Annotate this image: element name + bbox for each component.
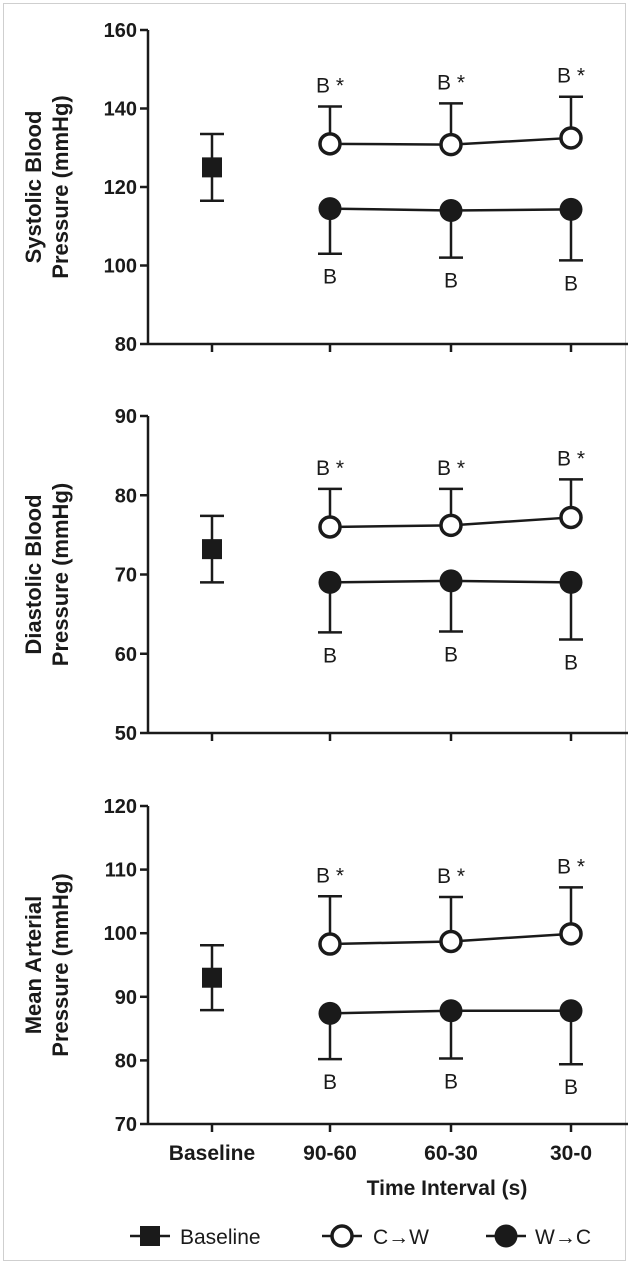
y-tick-label: 120	[104, 177, 137, 199]
y-tick-label: 80	[115, 334, 137, 356]
y-axis-label-line: Pressure (mmHg)	[48, 483, 73, 666]
y-tick-label: 120	[104, 796, 137, 818]
y-tick-label: 80	[115, 485, 137, 507]
baseline-marker	[202, 157, 222, 178]
annotation-w-to-c: B	[564, 1076, 578, 1099]
point-w-to-c	[318, 197, 342, 221]
y-tick-label: 160	[104, 20, 137, 42]
y-axis-label: Diastolic BloodPressure (mmHg)	[21, 483, 73, 666]
annotation-w-to-c: B	[444, 1070, 458, 1093]
annotation-w-to-c: B	[444, 270, 458, 293]
annotation-c-to-w: B *	[437, 457, 465, 480]
legend-item: C→W	[322, 1224, 429, 1249]
annotation-w-to-c: B	[564, 272, 578, 295]
point-c-to-w	[559, 922, 583, 946]
annotation-w-to-c: B	[444, 644, 458, 667]
panel-2: 50 60 70 80 90 Diastolic BloodPressure (mmHg)…	[21, 406, 628, 745]
x-axis-label: Time Interval (s)	[367, 1177, 528, 1200]
annotation-c-to-w: B *	[316, 75, 344, 98]
y-tick-label: 80	[115, 1050, 137, 1072]
y-tick-label: 90	[115, 406, 137, 428]
legend-label: Baseline	[180, 1226, 261, 1249]
y-tick-label: 100	[104, 923, 137, 945]
annotation-w-to-c: B	[323, 1071, 337, 1094]
y-tick-label: 70	[115, 565, 137, 587]
baseline-marker	[202, 967, 222, 988]
x-tick-label: 90-60	[303, 1142, 357, 1165]
annotation-w-to-c: B	[323, 266, 337, 289]
y-tick-label: 70	[115, 1114, 137, 1136]
y-axis-label: Systolic BloodPressure (mmHg)	[21, 95, 73, 278]
annotation-c-to-w: B *	[437, 71, 465, 94]
annotation-c-to-w: B *	[316, 457, 344, 480]
point-w-to-c	[559, 197, 583, 221]
legend-item: Baseline	[130, 1226, 261, 1249]
point-c-to-w	[318, 932, 342, 956]
y-axis-label-line: Mean Arterial	[21, 896, 46, 1035]
figure-border	[3, 3, 626, 1261]
baseline-marker	[202, 539, 222, 560]
annotation-c-to-w: B *	[557, 65, 585, 88]
y-axis-label-line: Systolic Blood	[21, 111, 46, 264]
annotation-w-to-c: B	[564, 651, 578, 674]
point-w-to-c	[318, 1001, 342, 1025]
x-tick-label: 30-0	[550, 1142, 592, 1165]
y-axis-label-line: Diastolic Blood	[21, 494, 46, 654]
x-tick-label: Baseline	[169, 1142, 255, 1165]
annotation-c-to-w: B *	[316, 864, 344, 887]
annotation-w-to-c: B	[323, 644, 337, 667]
point-w-to-c	[559, 999, 583, 1023]
x-tick-label: 60-30	[424, 1142, 478, 1165]
panel-1: 80 100 120 140 160 Systolic BloodPressure (mm…	[21, 20, 628, 356]
y-tick-label: 90	[115, 987, 137, 1009]
panel-3: 70 80 90 100 110 120 Mean ArterialPressure (mm…	[21, 796, 628, 1200]
y-tick-label: 60	[115, 644, 137, 666]
point-c-to-w	[559, 126, 583, 150]
point-w-to-c	[439, 569, 463, 593]
annotation-c-to-w: B *	[557, 447, 585, 470]
y-tick-label: 110	[105, 860, 137, 882]
point-w-to-c	[439, 999, 463, 1023]
point-c-to-w	[559, 505, 583, 530]
point-w-to-c	[559, 570, 583, 594]
legend-marker	[494, 1224, 518, 1248]
y-axis-label-line: Pressure (mmHg)	[48, 95, 73, 278]
legend-item: W→C	[486, 1224, 591, 1249]
y-tick-label: 50	[115, 723, 137, 745]
point-w-to-c	[439, 199, 463, 223]
annotation-c-to-w: B *	[557, 855, 585, 878]
y-axis-label: Mean ArterialPressure (mmHg)	[21, 873, 73, 1056]
legend-label: C→W	[373, 1226, 429, 1249]
legend-marker	[330, 1224, 354, 1248]
y-tick-label: 140	[104, 99, 137, 121]
y-axis-label-line: Pressure (mmHg)	[48, 873, 73, 1056]
point-c-to-w	[318, 132, 342, 156]
annotation-c-to-w: B *	[437, 865, 465, 888]
point-w-to-c	[318, 570, 342, 594]
legend-label: W→C	[535, 1226, 591, 1249]
point-c-to-w	[439, 513, 463, 538]
point-c-to-w	[439, 929, 463, 954]
point-c-to-w	[318, 515, 342, 539]
y-tick-label: 100	[104, 256, 137, 278]
legend-marker	[140, 1226, 160, 1246]
legend: Baseline C→W W→C	[130, 1224, 591, 1249]
point-c-to-w	[439, 132, 463, 157]
